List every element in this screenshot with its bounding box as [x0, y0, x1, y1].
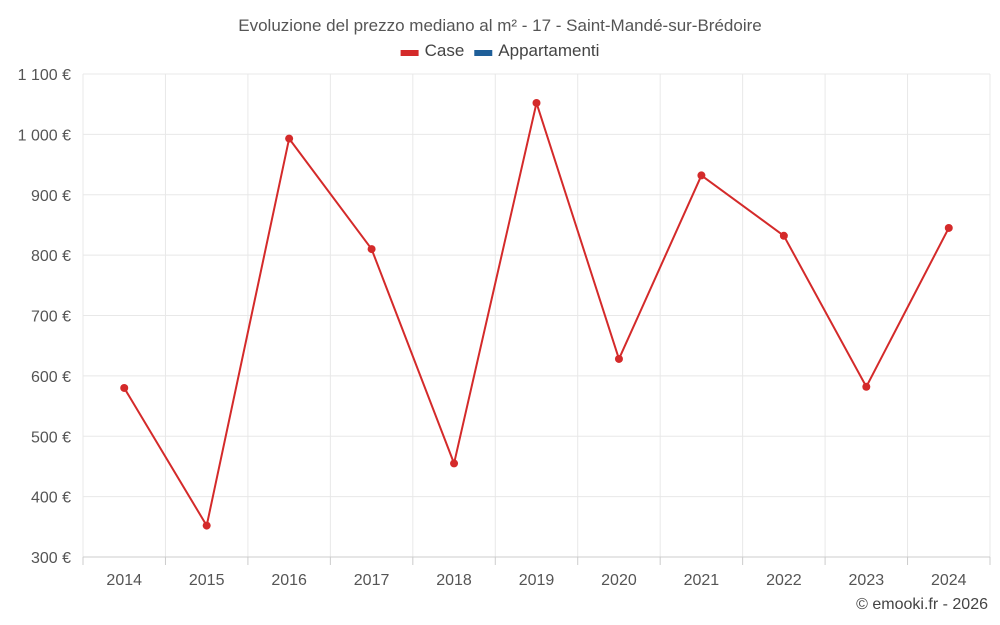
x-tick-label: 2018	[436, 572, 472, 589]
grid-lines	[82, 73, 991, 558]
x-tick-label: 2021	[684, 572, 720, 589]
y-tick-label: 600 €	[31, 369, 71, 386]
legend-item-case[interactable]: Case	[400, 41, 465, 60]
y-tick-label: 700 €	[31, 309, 71, 326]
data-point[interactable]	[779, 231, 788, 240]
legend-swatch	[400, 50, 419, 56]
y-tick-label: 500 €	[31, 429, 71, 446]
x-tick-label: 2017	[354, 572, 390, 589]
legend-swatch	[474, 50, 493, 56]
data-point[interactable]	[944, 223, 953, 232]
data-point[interactable]	[450, 459, 459, 468]
x-tick-label: 2020	[601, 572, 637, 589]
data-point[interactable]	[697, 171, 706, 180]
y-tick-label: 1 100 €	[18, 67, 71, 84]
data-point[interactable]	[285, 134, 294, 143]
legend-label: Case	[425, 41, 465, 60]
legend[interactable]: Case Appartamenti	[400, 41, 600, 60]
data-point[interactable]	[862, 382, 871, 391]
x-tick-label: 2015	[189, 572, 225, 589]
legend-item-appartamenti[interactable]: Appartamenti	[474, 41, 599, 60]
y-tick-label: 300 €	[31, 550, 71, 567]
y-tick-label: 400 €	[31, 490, 71, 507]
series-layer	[120, 98, 953, 530]
x-tick-label: 2023	[849, 572, 885, 589]
y-tick-label: 1 000 €	[18, 127, 71, 144]
x-tick-label: 2024	[931, 572, 967, 589]
y-tick-label: 800 €	[31, 248, 71, 265]
data-point[interactable]	[202, 521, 211, 530]
legend-label: Appartamenti	[498, 41, 599, 60]
chart-title: Evoluzione del prezzo mediano al m² - 17…	[238, 16, 761, 35]
x-tick-label: 2014	[106, 572, 142, 589]
data-point[interactable]	[367, 245, 376, 254]
data-point[interactable]	[532, 98, 541, 107]
data-point[interactable]	[614, 354, 623, 363]
credit-text: © emooki.fr - 2026	[856, 596, 988, 613]
x-tick-label: 2022	[766, 572, 802, 589]
data-point[interactable]	[120, 383, 129, 392]
axes: 300 € 400 € 500 € 600 € 700 € 800 € 900 € 1 000…	[18, 67, 991, 589]
x-tick-label: 2016	[271, 572, 307, 589]
x-tick-label: 2019	[519, 572, 555, 589]
y-tick-label: 900 €	[31, 188, 71, 205]
